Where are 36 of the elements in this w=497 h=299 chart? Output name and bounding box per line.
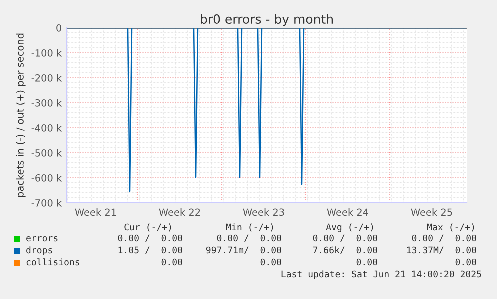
x-tick-label: Week 24 [327, 208, 369, 216]
y-tick-label: 0 [56, 24, 62, 32]
y-tick-label: -300 k [32, 99, 62, 107]
y-tick-label: -200 k [32, 74, 62, 82]
text: 997.71m/ 0.00 [206, 246, 282, 254]
y-tick-label: -500 k [32, 149, 62, 157]
text: 0.00 / 0.00 [118, 234, 182, 242]
text: 0.00 [456, 258, 476, 266]
legend-label: errors [26, 236, 58, 242]
text: 0.00 [162, 258, 182, 266]
text: 0.00 / 0.00 [412, 234, 476, 242]
text: 0.00 [260, 258, 282, 266]
text: 0.00 / 0.00 [313, 234, 378, 242]
chart-title: br0 errors - by month [201, 14, 333, 26]
y-axis-title: packets in (-) / out (+) per second [16, 34, 26, 198]
text: Max (-/+) [427, 224, 474, 232]
text: Last update: Sat Jun 21 14:00:20 2025 [282, 270, 482, 280]
text: 0.00 [356, 258, 378, 266]
legend-label: collisions [26, 258, 80, 266]
text: 1.05 / 0.00 [118, 246, 182, 254]
x-tick-label: Week 25 [411, 208, 452, 216]
text: 13.37M/ 0.00 [407, 246, 476, 254]
text: Avg (-/+) [326, 224, 374, 232]
x-tick-label: Week 22 [159, 208, 200, 216]
text: 0.00 / 0.00 [217, 234, 282, 242]
y-tick-label: -100 k [32, 49, 62, 57]
text: Cur (-/+) [124, 224, 172, 232]
x-tick-label: Week 21 [75, 208, 116, 216]
x-tick-label: Week 23 [243, 208, 284, 216]
line-series [67, 28, 467, 192]
y-tick-label: -400 k [32, 124, 62, 132]
legend-label: drops [26, 246, 52, 256]
y-tick-label: -600 k [32, 174, 62, 182]
text: Min (-/+) [226, 224, 274, 232]
y-tick-label: -700 k [32, 199, 62, 207]
text: 7.66k/ 0.00 [313, 246, 378, 254]
